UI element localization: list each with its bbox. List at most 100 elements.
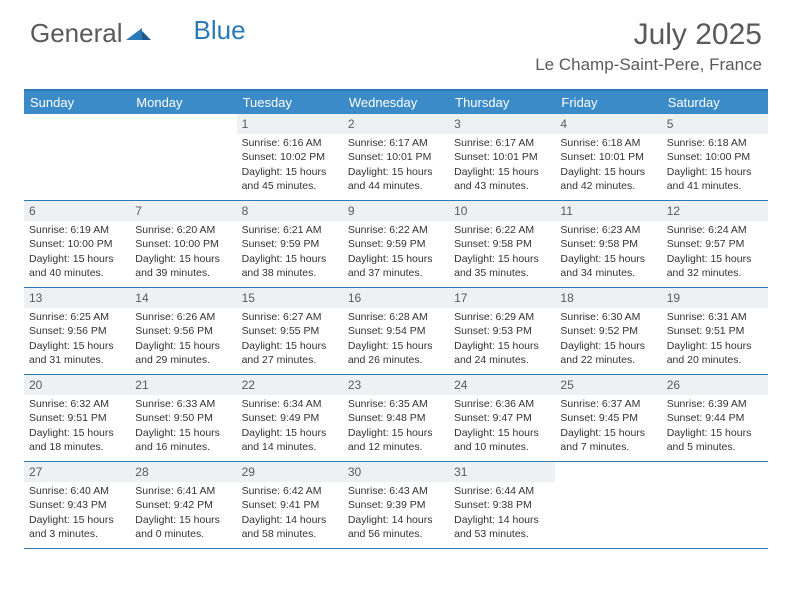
day-body: Sunrise: 6:26 AMSunset: 9:56 PMDaylight:…	[130, 308, 236, 371]
location: Le Champ-Saint-Pere, France	[535, 55, 762, 75]
day-number: 25	[555, 375, 661, 395]
day-number: 29	[237, 462, 343, 482]
daylight: Daylight: 15 hours and 7 minutes.	[560, 426, 656, 454]
day-body: Sunrise: 6:23 AMSunset: 9:58 PMDaylight:…	[555, 221, 661, 284]
day-body: Sunrise: 6:28 AMSunset: 9:54 PMDaylight:…	[343, 308, 449, 371]
sunrise: Sunrise: 6:32 AM	[29, 397, 125, 411]
day-cell: 11Sunrise: 6:23 AMSunset: 9:58 PMDayligh…	[555, 201, 661, 287]
day-number: 7	[130, 201, 236, 221]
day-number: 12	[662, 201, 768, 221]
day-body: Sunrise: 6:18 AMSunset: 10:00 PMDaylight…	[662, 134, 768, 197]
sunset: Sunset: 9:43 PM	[29, 498, 125, 512]
daylight: Daylight: 15 hours and 37 minutes.	[348, 252, 444, 280]
daylight: Daylight: 15 hours and 38 minutes.	[242, 252, 338, 280]
daylight: Daylight: 15 hours and 43 minutes.	[454, 165, 550, 193]
daylight: Daylight: 15 hours and 14 minutes.	[242, 426, 338, 454]
day-cell	[24, 114, 130, 200]
sunset: Sunset: 10:01 PM	[454, 150, 550, 164]
daylight: Daylight: 15 hours and 20 minutes.	[667, 339, 763, 367]
sunrise: Sunrise: 6:33 AM	[135, 397, 231, 411]
week-row: 27Sunrise: 6:40 AMSunset: 9:43 PMDayligh…	[24, 462, 768, 549]
day-number: 28	[130, 462, 236, 482]
day-body: Sunrise: 6:42 AMSunset: 9:41 PMDaylight:…	[237, 482, 343, 545]
day-body: Sunrise: 6:32 AMSunset: 9:51 PMDaylight:…	[24, 395, 130, 458]
day-cell	[130, 114, 236, 200]
sunrise: Sunrise: 6:30 AM	[560, 310, 656, 324]
day-number: 13	[24, 288, 130, 308]
day-number: 26	[662, 375, 768, 395]
dayheader: Tuesday	[237, 91, 343, 114]
day-body: Sunrise: 6:33 AMSunset: 9:50 PMDaylight:…	[130, 395, 236, 458]
daylight: Daylight: 15 hours and 40 minutes.	[29, 252, 125, 280]
day-number: 3	[449, 114, 555, 134]
weeks-container: 1Sunrise: 6:16 AMSunset: 10:02 PMDayligh…	[24, 114, 768, 549]
sunset: Sunset: 9:52 PM	[560, 324, 656, 338]
day-cell: 22Sunrise: 6:34 AMSunset: 9:49 PMDayligh…	[237, 375, 343, 461]
day-number: 22	[237, 375, 343, 395]
calendar: SundayMondayTuesdayWednesdayThursdayFrid…	[24, 89, 768, 549]
day-body: Sunrise: 6:30 AMSunset: 9:52 PMDaylight:…	[555, 308, 661, 371]
sunrise: Sunrise: 6:40 AM	[29, 484, 125, 498]
day-body: Sunrise: 6:35 AMSunset: 9:48 PMDaylight:…	[343, 395, 449, 458]
day-body: Sunrise: 6:41 AMSunset: 9:42 PMDaylight:…	[130, 482, 236, 545]
day-cell: 9Sunrise: 6:22 AMSunset: 9:59 PMDaylight…	[343, 201, 449, 287]
page-title: July 2025	[535, 18, 762, 51]
sunset: Sunset: 9:39 PM	[348, 498, 444, 512]
day-cell: 16Sunrise: 6:28 AMSunset: 9:54 PMDayligh…	[343, 288, 449, 374]
sunset: Sunset: 10:00 PM	[29, 237, 125, 251]
day-cell: 31Sunrise: 6:44 AMSunset: 9:38 PMDayligh…	[449, 462, 555, 548]
day-number: 31	[449, 462, 555, 482]
day-number: 4	[555, 114, 661, 134]
day-cell	[555, 462, 661, 548]
day-body: Sunrise: 6:29 AMSunset: 9:53 PMDaylight:…	[449, 308, 555, 371]
day-number: 24	[449, 375, 555, 395]
daylight: Daylight: 15 hours and 41 minutes.	[667, 165, 763, 193]
day-cell: 4Sunrise: 6:18 AMSunset: 10:01 PMDayligh…	[555, 114, 661, 200]
day-body: Sunrise: 6:27 AMSunset: 9:55 PMDaylight:…	[237, 308, 343, 371]
day-number: 14	[130, 288, 236, 308]
day-body: Sunrise: 6:31 AMSunset: 9:51 PMDaylight:…	[662, 308, 768, 371]
day-cell: 17Sunrise: 6:29 AMSunset: 9:53 PMDayligh…	[449, 288, 555, 374]
sunset: Sunset: 9:58 PM	[454, 237, 550, 251]
day-number: 16	[343, 288, 449, 308]
day-cell: 12Sunrise: 6:24 AMSunset: 9:57 PMDayligh…	[662, 201, 768, 287]
sunrise: Sunrise: 6:16 AM	[242, 136, 338, 150]
daylight: Daylight: 15 hours and 12 minutes.	[348, 426, 444, 454]
sunset: Sunset: 9:53 PM	[454, 324, 550, 338]
daylight: Daylight: 15 hours and 26 minutes.	[348, 339, 444, 367]
day-cell: 30Sunrise: 6:43 AMSunset: 9:39 PMDayligh…	[343, 462, 449, 548]
daylight: Daylight: 15 hours and 44 minutes.	[348, 165, 444, 193]
daylight: Daylight: 15 hours and 10 minutes.	[454, 426, 550, 454]
logo-icon	[126, 18, 152, 49]
day-cell: 8Sunrise: 6:21 AMSunset: 9:59 PMDaylight…	[237, 201, 343, 287]
day-cell: 26Sunrise: 6:39 AMSunset: 9:44 PMDayligh…	[662, 375, 768, 461]
sunrise: Sunrise: 6:17 AM	[454, 136, 550, 150]
sunrise: Sunrise: 6:29 AM	[454, 310, 550, 324]
day-number: 18	[555, 288, 661, 308]
sunrise: Sunrise: 6:37 AM	[560, 397, 656, 411]
day-body: Sunrise: 6:39 AMSunset: 9:44 PMDaylight:…	[662, 395, 768, 458]
daylight: Daylight: 14 hours and 56 minutes.	[348, 513, 444, 541]
day-number: 17	[449, 288, 555, 308]
week-row: 20Sunrise: 6:32 AMSunset: 9:51 PMDayligh…	[24, 375, 768, 462]
sunset: Sunset: 10:00 PM	[135, 237, 231, 251]
daylight: Daylight: 15 hours and 3 minutes.	[29, 513, 125, 541]
day-cell: 24Sunrise: 6:36 AMSunset: 9:47 PMDayligh…	[449, 375, 555, 461]
dayheader: Thursday	[449, 91, 555, 114]
day-cell: 13Sunrise: 6:25 AMSunset: 9:56 PMDayligh…	[24, 288, 130, 374]
daylight: Daylight: 14 hours and 58 minutes.	[242, 513, 338, 541]
day-cell: 10Sunrise: 6:22 AMSunset: 9:58 PMDayligh…	[449, 201, 555, 287]
day-number: 27	[24, 462, 130, 482]
day-number: 23	[343, 375, 449, 395]
sunrise: Sunrise: 6:43 AM	[348, 484, 444, 498]
sunset: Sunset: 9:44 PM	[667, 411, 763, 425]
day-number: 9	[343, 201, 449, 221]
sunset: Sunset: 9:51 PM	[29, 411, 125, 425]
sunset: Sunset: 9:41 PM	[242, 498, 338, 512]
day-body: Sunrise: 6:22 AMSunset: 9:58 PMDaylight:…	[449, 221, 555, 284]
sunset: Sunset: 9:54 PM	[348, 324, 444, 338]
sunrise: Sunrise: 6:25 AM	[29, 310, 125, 324]
daylight: Daylight: 15 hours and 27 minutes.	[242, 339, 338, 367]
logo-text-1: General	[30, 18, 123, 49]
dayheader: Friday	[555, 91, 661, 114]
